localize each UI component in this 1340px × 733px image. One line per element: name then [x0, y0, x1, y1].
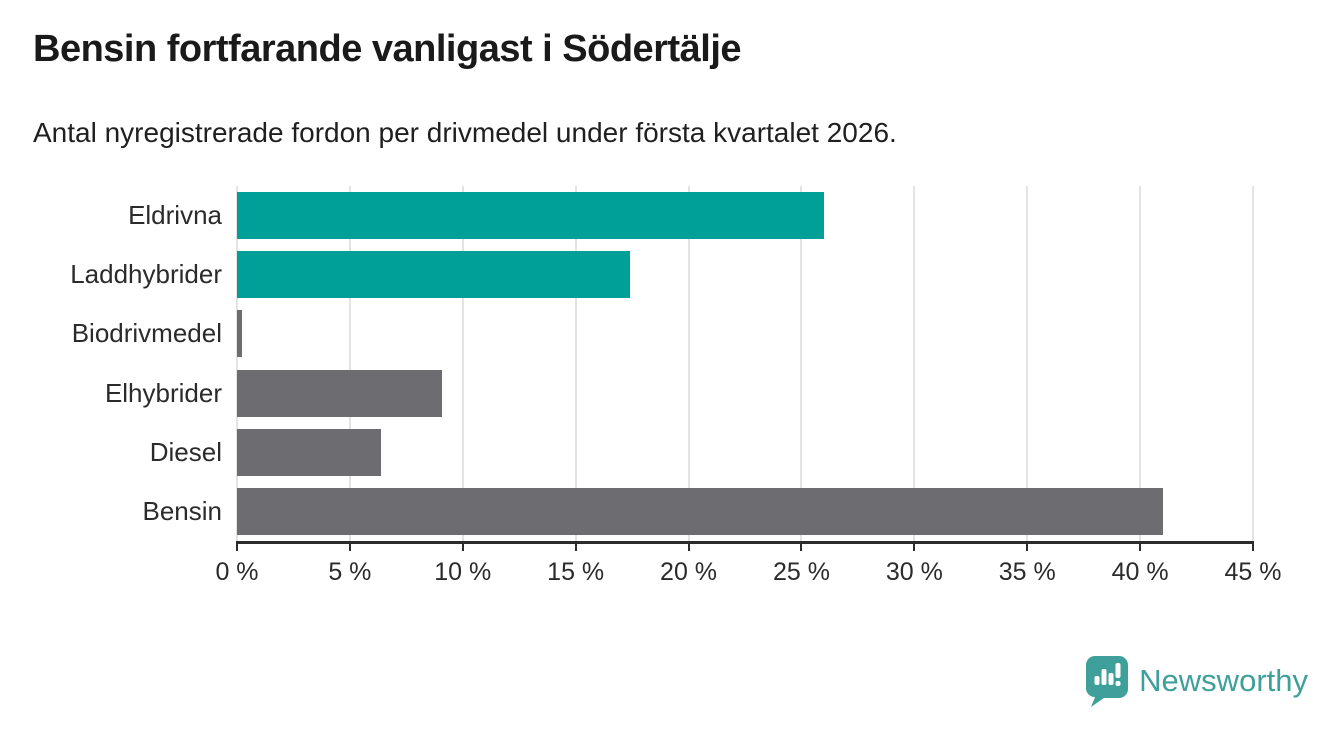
newsworthy-branding: Newsworthy [1085, 655, 1308, 707]
bar-row: Elhybrider [0, 364, 1340, 423]
bar-bensin [237, 487, 1163, 535]
axis-tick [800, 541, 803, 551]
axis-tick-label: 15 % [547, 558, 605, 586]
axis-tick [687, 541, 690, 551]
chart-subtitle: Antal nyregistrerade fordon per drivmede… [33, 117, 897, 148]
bar-track [237, 310, 1253, 358]
bar-diesel [237, 428, 382, 476]
x-axis-line [237, 541, 1253, 544]
axis-tick [348, 541, 351, 551]
bar-biodrivmedel [237, 310, 242, 358]
bar-row: Diesel [0, 423, 1340, 482]
axis-tick [1252, 541, 1254, 551]
category-label: Laddhybrider [70, 259, 222, 290]
bar-track [237, 192, 1253, 240]
bar-laddhybrider [237, 251, 630, 299]
axis-tick [461, 541, 464, 551]
gridline [1252, 186, 1254, 541]
bar-rows: Eldrivna Laddhybrider Biodrivmedel Elhybrid… [0, 186, 1340, 541]
category-label: Elhybrider [104, 377, 222, 408]
axis-tick [913, 541, 916, 551]
gridline [236, 186, 238, 541]
axis-tick [574, 541, 577, 551]
axis-tick-label: 20 % [660, 558, 718, 586]
axis-tick-label: 5 % [328, 558, 372, 586]
gridline [687, 186, 690, 541]
gridline [1026, 186, 1029, 541]
gridline [800, 186, 803, 541]
gridline [574, 186, 577, 541]
bar-row: Eldrivna [0, 186, 1340, 245]
bar-track [237, 369, 1253, 417]
axis-tick [236, 541, 238, 551]
axis-tick-label: 45 % [1224, 558, 1282, 586]
gridline [461, 186, 464, 541]
axis-tick-label: 35 % [998, 558, 1056, 586]
category-label: Bensin [142, 495, 223, 526]
bar-track [237, 487, 1253, 535]
axis-tick [1139, 541, 1142, 551]
newsworthy-wordmark: Newsworthy [1139, 663, 1308, 698]
axis-tick-label: 30 % [885, 558, 943, 586]
category-label: Eldrivna [128, 200, 222, 231]
newsworthy-pin-barchart-icon [1086, 656, 1129, 707]
category-label: Diesel [149, 436, 222, 467]
bar-row: Biodrivmedel [0, 304, 1340, 363]
gridline [348, 186, 351, 541]
bar-track [237, 251, 1253, 299]
axis-tick-label: 40 % [1111, 558, 1169, 586]
plot-area [236, 186, 1254, 541]
bar-elhybrider [237, 369, 443, 417]
axis-tick-label: 25 % [772, 558, 830, 586]
category-label: Biodrivmedel [71, 318, 222, 349]
gridline [913, 186, 916, 541]
gridline [1139, 186, 1142, 541]
bar-row: Laddhybrider [0, 245, 1340, 304]
bar-chart: Eldrivna Laddhybrider Biodrivmedel Elhybrid… [0, 186, 1340, 606]
bar-track [237, 428, 1253, 476]
axis-tick-label: 0 % [215, 558, 259, 586]
chart-title: Bensin fortfarande vanligast i Södertälj… [33, 28, 742, 70]
bar-eldrivna [237, 192, 825, 240]
bar-row: Bensin [0, 482, 1340, 541]
axis-tick [1026, 541, 1029, 551]
axis-tick-label: 10 % [434, 558, 492, 586]
